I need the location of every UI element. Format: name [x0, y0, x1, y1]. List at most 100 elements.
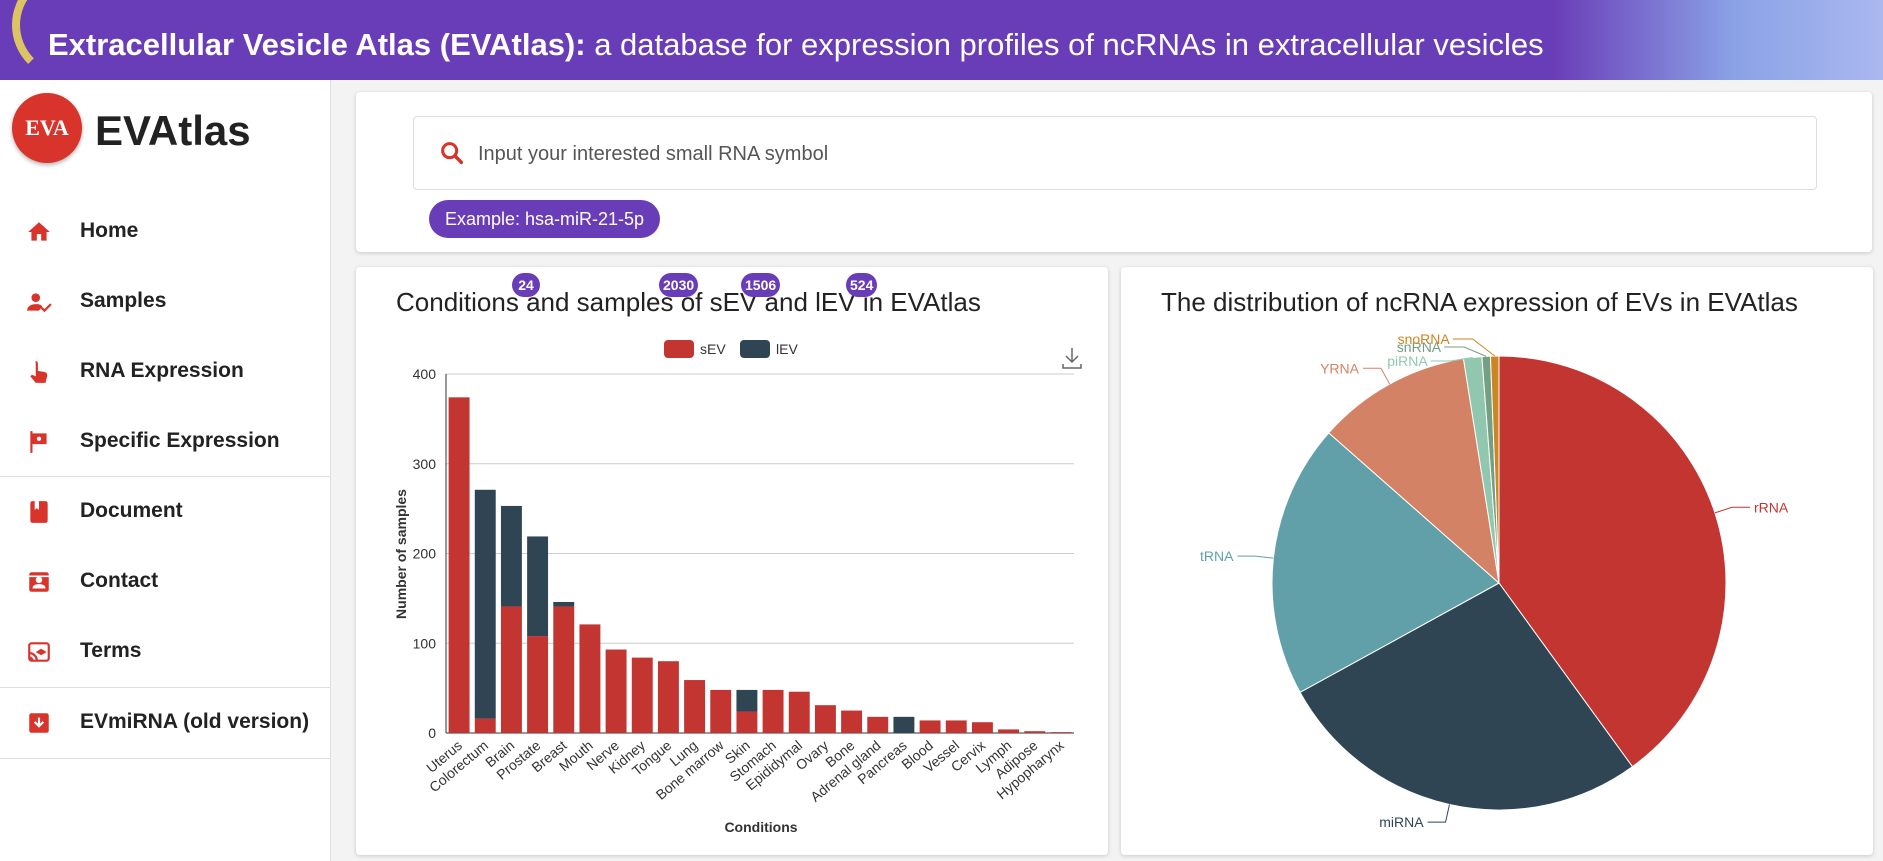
pie-label: snRNA [1397, 339, 1442, 355]
bar-lEV [893, 716, 915, 733]
search-card: Example: hsa-miR-21-5p [356, 92, 1872, 252]
y-tick-label: 200 [413, 546, 437, 562]
flag-icon [26, 429, 52, 455]
banner-title-bold: Extracellular Vesicle Atlas (EVAtlas): [48, 27, 586, 62]
legend-label: sEV [700, 341, 726, 357]
count-badge: 2030 [659, 273, 699, 297]
pie-label: snoRNA [1398, 331, 1451, 347]
bar-sEV [631, 657, 653, 733]
y-tick-label: 300 [413, 456, 437, 472]
count-badge: 24 [512, 273, 540, 297]
bar-chart-card: Conditions and samples of sEV and lEV in… [356, 267, 1108, 855]
bar-sEV [684, 680, 706, 733]
count-badge: 524 [846, 273, 878, 297]
home-icon [26, 219, 52, 245]
legend-swatch [664, 340, 694, 358]
sidebar-item-samples[interactable]: Samples [0, 267, 330, 337]
search-input[interactable] [478, 135, 1778, 173]
pie-label-line [1452, 338, 1496, 357]
bar-sEV [998, 729, 1020, 733]
pie-label-line [1444, 346, 1487, 357]
bar-sEV [788, 691, 810, 733]
bar-sEV [919, 720, 941, 733]
bar-sEV [971, 722, 993, 733]
bar-sEV [945, 720, 967, 733]
search-icon[interactable] [438, 139, 466, 167]
pie-slice-tRNA [1271, 432, 1500, 694]
pie-label: miRNA [1379, 814, 1424, 830]
y-tick-label: 0 [428, 725, 436, 741]
bar-sEV [867, 716, 889, 733]
sidebar-item-terms[interactable]: Terms [0, 617, 330, 687]
sidebar-divider [0, 687, 330, 688]
sidebar-item-label: Contact [80, 569, 159, 592]
pie-slice-rRNA [1498, 355, 1727, 768]
sidebar-item-contact[interactable]: Contact [0, 547, 330, 617]
bar-lEV [527, 536, 549, 637]
contact-icon [26, 569, 52, 595]
bar-lEV [474, 489, 496, 719]
pie-label-line [1427, 804, 1450, 823]
pie-label-line [1714, 506, 1751, 514]
bar-sEV [500, 606, 522, 733]
pie-label: tRNA [1200, 548, 1234, 564]
pie-slice-miRNA [1299, 582, 1634, 811]
pie-label-line [1430, 357, 1473, 362]
bar-lEV [736, 689, 758, 712]
sidebar-item-evmirna-old[interactable]: EVmiRNA (old version) [0, 688, 330, 758]
sidebar-item-home[interactable]: Home [0, 197, 330, 267]
pie-label: piRNA [1387, 353, 1428, 369]
sidebar-item-label: RNA Expression [80, 359, 244, 382]
count-badge: 1506 [741, 273, 781, 297]
sidebar: EVA EVAtlas Home Samples RNA Expression … [0, 80, 331, 861]
legend-label: lEV [776, 341, 798, 357]
book-icon [26, 499, 52, 525]
sidebar-item-label: Terms [80, 639, 142, 662]
y-tick-label: 100 [413, 635, 437, 651]
bar-sEV [736, 711, 758, 733]
pie-label-line [1237, 555, 1274, 559]
download-icon[interactable] [1062, 348, 1082, 369]
pie-label-line [1362, 367, 1391, 385]
user-check-icon [26, 289, 52, 315]
banner-title: Extracellular Vesicle Atlas (EVAtlas): a… [48, 27, 1544, 63]
bar-sEV [1024, 731, 1046, 733]
legend-swatch [740, 340, 770, 358]
sidebar-divider [0, 476, 330, 477]
y-tick-label: 400 [413, 366, 437, 382]
x-axis-title: Conditions [724, 819, 797, 835]
sidebar-item-specific-expression[interactable]: Specific Expression [0, 407, 330, 477]
sidebar-item-label: Samples [80, 289, 167, 312]
moon-decoration [12, 0, 122, 80]
sidebar-item-label: Home [80, 219, 139, 242]
sidebar-item-document[interactable]: Document [0, 477, 330, 547]
search-box[interactable] [413, 116, 1817, 190]
bar-sEV [474, 718, 496, 733]
bar-lEV [553, 601, 575, 607]
sidebar-item-label: Document [80, 499, 183, 522]
brand-name[interactable]: EVAtlas [95, 107, 251, 154]
pie-label: rRNA [1754, 499, 1789, 515]
bar-sEV [814, 705, 836, 733]
bar-sEV [657, 661, 679, 733]
bar-sEV [527, 636, 549, 733]
bar-lEV [500, 505, 522, 607]
vesicle-decoration-image [1553, 0, 1883, 80]
y-axis-title: Number of samples [393, 489, 409, 619]
sidebar-item-label: EVmiRNA (old version) [80, 710, 310, 733]
header-banner: Extracellular Vesicle Atlas (EVAtlas): a… [0, 0, 1883, 80]
bar-sEV [762, 689, 784, 733]
sidebar-item-rna-expression[interactable]: RNA Expression [0, 337, 330, 407]
cast-icon [26, 639, 52, 665]
sidebar-divider [0, 758, 330, 759]
archive-icon [26, 710, 52, 736]
bar-sEV [605, 649, 627, 733]
bar-sEV [841, 710, 863, 733]
pie-chart-title: The distribution of ncRNA expression of … [1161, 287, 1798, 317]
pie-chart-card: The distribution of ncRNA expression of … [1121, 267, 1873, 855]
eva-logo[interactable]: EVA [12, 93, 82, 163]
bar-sEV [553, 606, 575, 733]
download-icon-shape [1062, 348, 1082, 369]
example-button[interactable]: Example: hsa-miR-21-5p [429, 200, 661, 238]
